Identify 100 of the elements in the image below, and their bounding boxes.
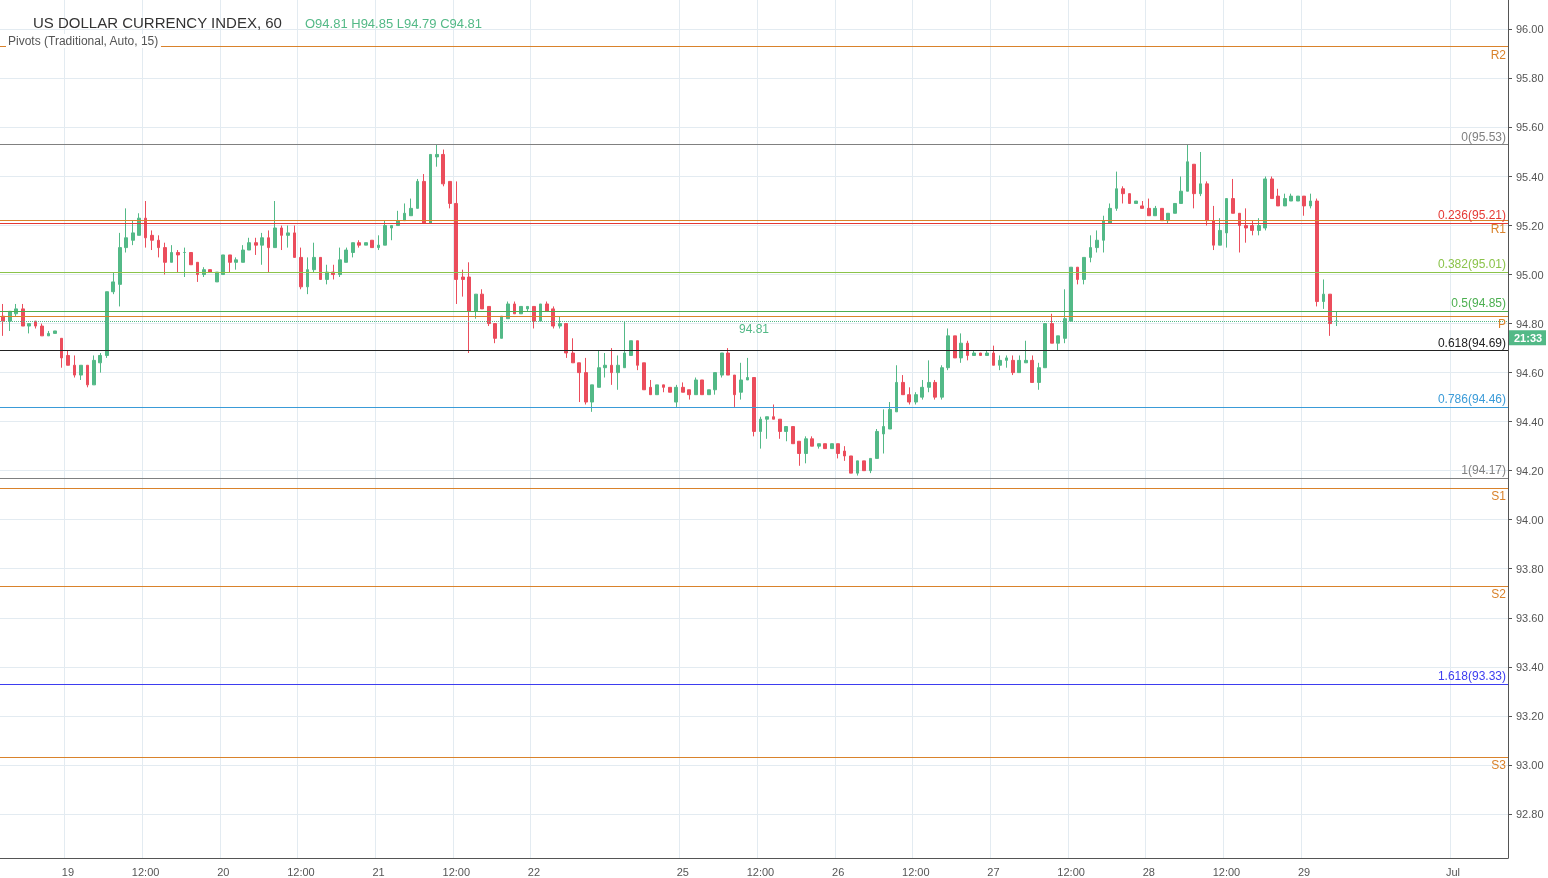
candlestick (849, 455, 853, 474)
candlestick (888, 401, 892, 430)
ref-line-label: 1(94.17) (1461, 463, 1506, 478)
candlestick (642, 362, 646, 391)
candlestick (1160, 207, 1164, 222)
text: O94.81 H94.85 L94.79 C94.81 (305, 16, 483, 31)
candlestick (636, 340, 639, 371)
candlestick (241, 244, 245, 263)
candlestick (461, 269, 465, 298)
candlestick (1263, 176, 1267, 231)
candlestick (992, 345, 995, 366)
text: US DOLLAR CURRENCY INDEX, 60 (33, 14, 282, 31)
candlestick (616, 354, 620, 391)
candlestick (1134, 200, 1138, 204)
candlestick (882, 408, 885, 455)
candlestick (280, 225, 283, 251)
candlestick (610, 347, 613, 386)
candlestick (584, 357, 588, 405)
y-tick-label: 94.60 (1516, 366, 1544, 379)
ref-line-label: P (1497, 317, 1506, 332)
candlestick (797, 440, 801, 467)
candlestick (577, 362, 581, 403)
y-tick-label: 93.20 (1516, 709, 1544, 722)
candlestick (655, 384, 659, 396)
candlestick (98, 352, 102, 374)
candlestick (875, 428, 879, 459)
candlestick (1011, 354, 1015, 376)
y-tick-label: 95.20 (1516, 219, 1544, 232)
candlestick (1199, 151, 1202, 197)
candlestick (564, 323, 568, 359)
candlestick (953, 335, 957, 359)
candlestick (306, 256, 309, 295)
y-tick-label: 92.80 (1516, 807, 1544, 820)
candlestick (403, 202, 406, 222)
candlestick (480, 288, 484, 310)
candlestick (765, 416, 769, 440)
y-tick-label: 93.60 (1516, 611, 1544, 624)
candlestick (79, 364, 83, 381)
candlestick (208, 269, 212, 273)
ref-line-label: 0.786(94.46) (1437, 391, 1506, 406)
candlestick (1017, 354, 1021, 374)
candlestick (325, 264, 329, 285)
candlestick (474, 293, 478, 320)
candlestick (597, 350, 601, 388)
candlestick (118, 232, 122, 307)
candlestick (649, 379, 652, 396)
candlestick (1173, 202, 1177, 214)
candlestick (720, 352, 724, 379)
candlestick (1315, 198, 1319, 307)
candlestick (1257, 217, 1261, 236)
candlestick (1108, 202, 1112, 224)
candlestick (901, 374, 905, 396)
ref-line-label: S1 (1491, 488, 1507, 503)
candlestick (1121, 185, 1125, 204)
candlestick (590, 384, 594, 413)
candlestick (312, 242, 316, 273)
x-tick-label: 12:00 (287, 865, 315, 878)
candlestick (144, 200, 147, 249)
candlestick (370, 239, 374, 249)
candlestick (1179, 176, 1183, 204)
candlestick (286, 225, 290, 249)
candlestick (759, 416, 762, 450)
candlestick (111, 271, 115, 295)
candlestick (662, 384, 665, 393)
candlestick (34, 320, 37, 329)
candlestick (293, 225, 296, 258)
candlestick (429, 153, 432, 224)
y-tick-label: 95.40 (1516, 170, 1544, 183)
candlestick (1212, 205, 1215, 251)
candlestick (966, 340, 969, 361)
candlestick (804, 435, 808, 464)
candlestick (791, 426, 795, 445)
candlestick (895, 364, 898, 413)
candlestick (1147, 198, 1151, 217)
x-tick-label: Jul (1445, 865, 1461, 878)
ref-line-label: S3 (1491, 758, 1507, 773)
candlestick (435, 144, 439, 168)
y-tick-label: 95.60 (1516, 121, 1544, 134)
candlestick (843, 445, 846, 462)
candlestick (1089, 234, 1092, 263)
x-tick-label: 25 (676, 865, 689, 878)
y-tick-label: 94.40 (1516, 415, 1544, 428)
y-tick-label: 94.20 (1516, 464, 1544, 477)
ref-line-label: 0.236(95.21) (1437, 208, 1506, 223)
candlestick (1115, 171, 1118, 212)
candlestick (862, 460, 866, 472)
candlestick (1030, 354, 1034, 383)
candlestick (513, 301, 516, 315)
candlestick (441, 149, 445, 187)
candlestick (267, 229, 270, 273)
candlestick (1322, 278, 1325, 310)
candlestick (1250, 220, 1254, 236)
x-tick-label: 12:00 (746, 865, 775, 878)
candlestick (183, 247, 186, 278)
candlestick (752, 377, 756, 437)
candlestick (196, 261, 199, 283)
candlestick (467, 261, 471, 354)
candlestick (1270, 176, 1274, 200)
candlestick (526, 305, 529, 312)
candlestick (726, 347, 730, 376)
